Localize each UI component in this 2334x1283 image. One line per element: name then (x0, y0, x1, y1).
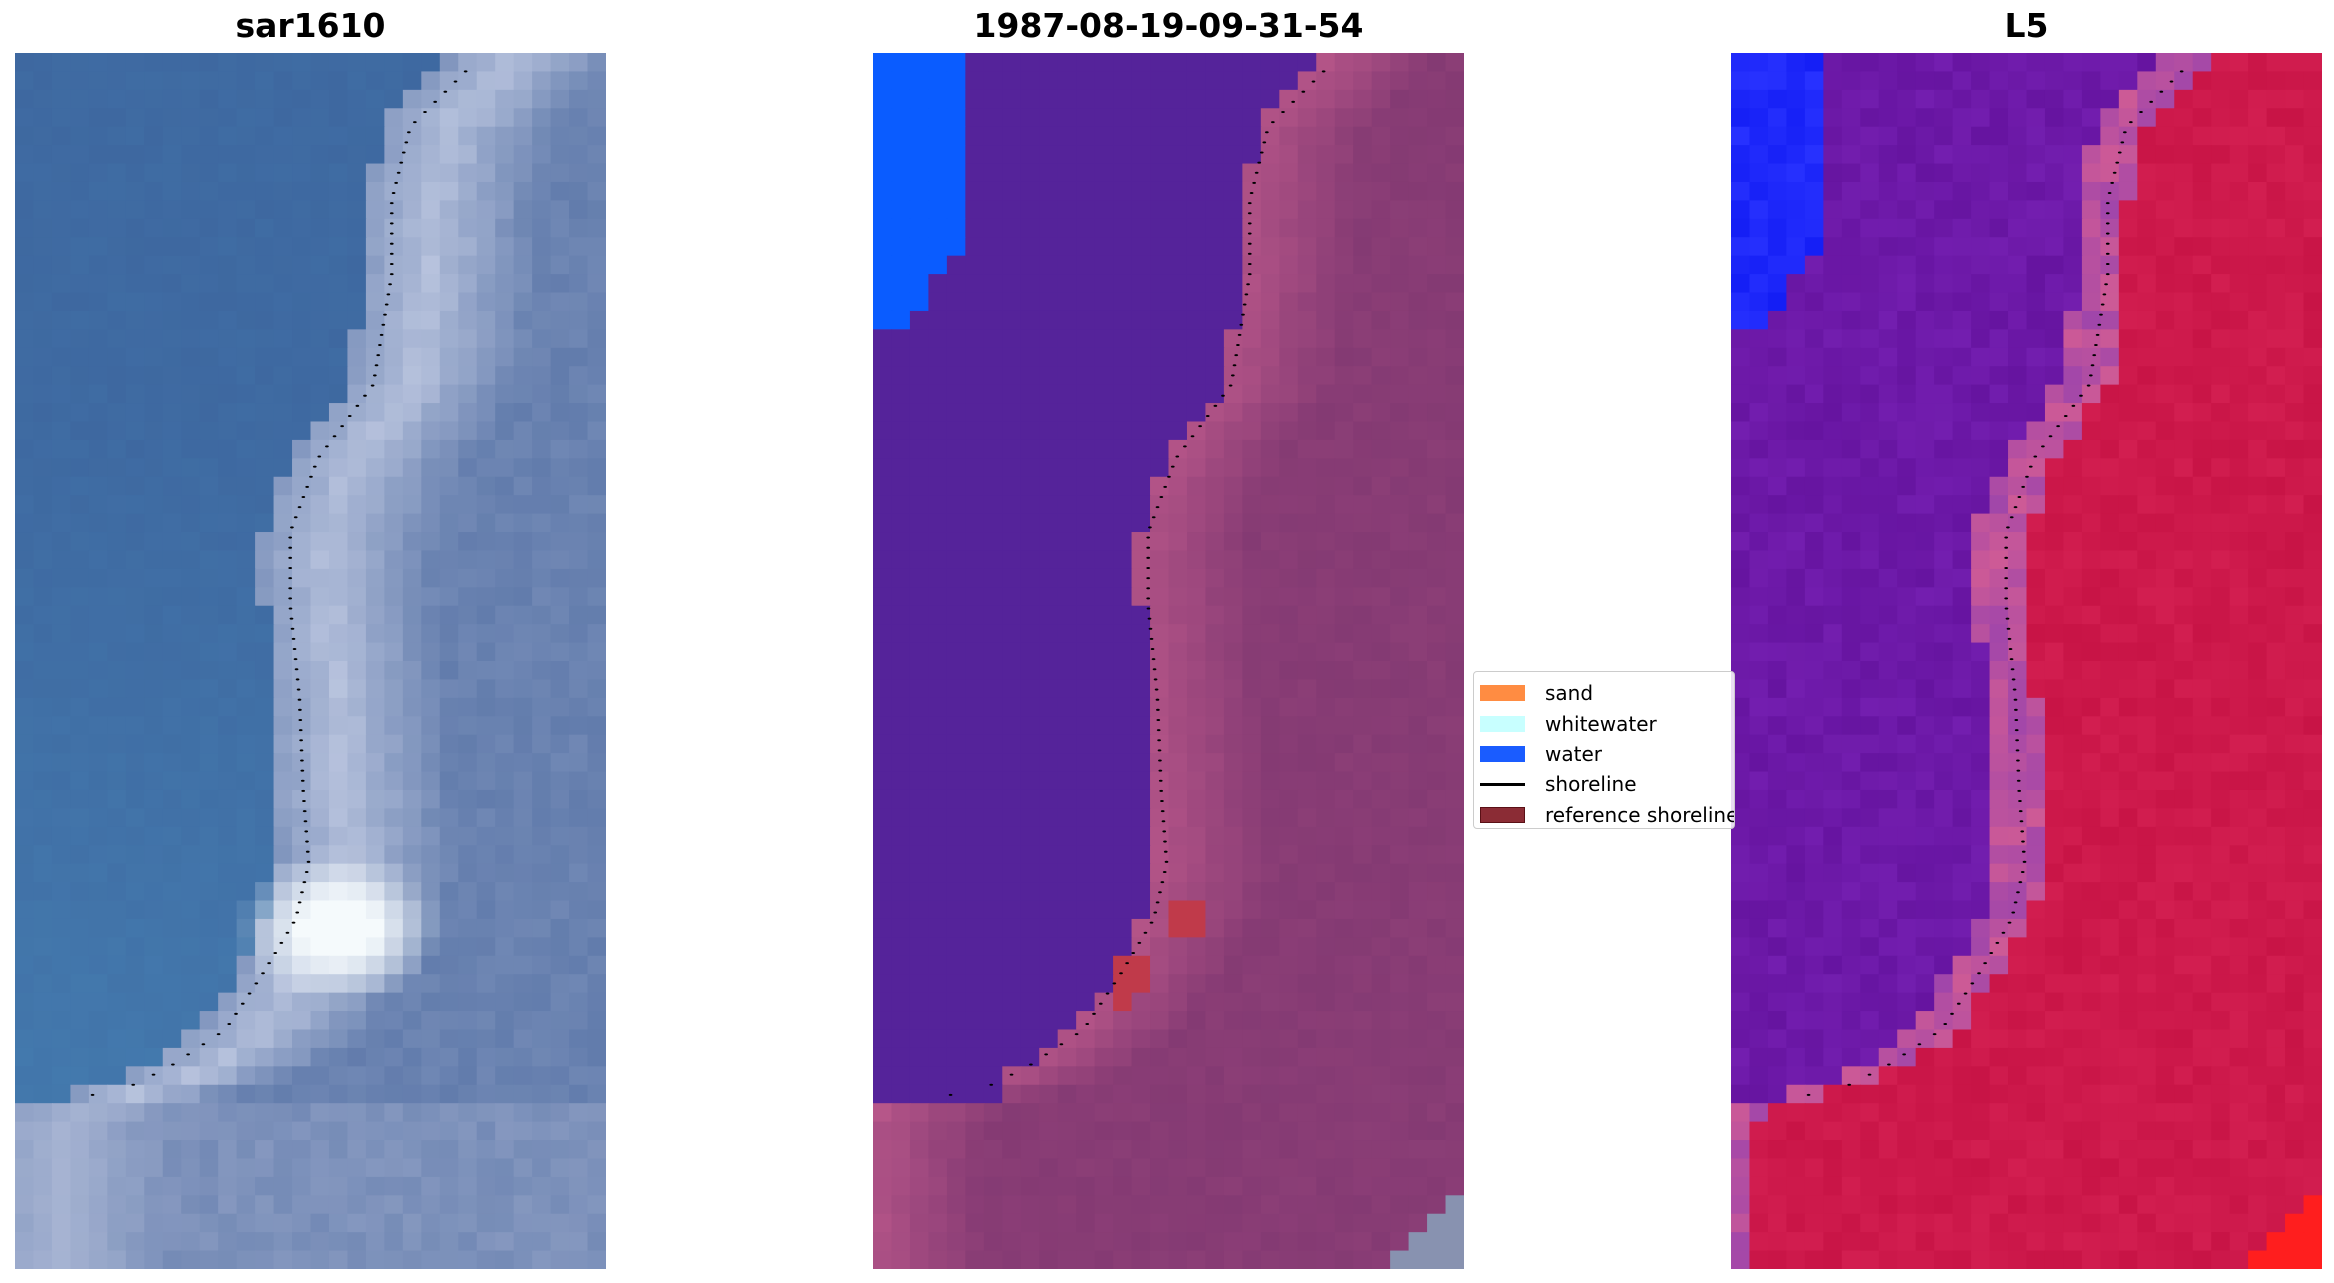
legend-swatch-water (1480, 745, 1525, 762)
panel-rgb-image (15, 53, 606, 1269)
shoreline-classified (948, 70, 1326, 1096)
shoreline-rgb (90, 70, 468, 1096)
legend-label-sand: sand (1545, 681, 1594, 706)
panel-title-classified: 1987-08-19-09-31-54 (973, 6, 1364, 45)
legend-label-reference-shoreline: reference shoreline (1545, 802, 1735, 827)
rgb-image (15, 53, 606, 1269)
legend-label-whitewater: whitewater (1545, 711, 1657, 736)
mndwi-image (1731, 53, 2322, 1269)
shoreline-mndwi (1806, 70, 2184, 1096)
legend-swatch-sand (1480, 685, 1525, 702)
panel-classified-image (873, 53, 1464, 1269)
legend-item-whitewater: whitewater (1480, 708, 1734, 738)
panel-mndwi-image (1731, 53, 2322, 1269)
legend-label-shoreline: shoreline (1545, 772, 1637, 797)
classified-image (873, 53, 1464, 1269)
legend-item-reference-shoreline: reference shoreline (1480, 800, 1735, 828)
panel-title-mndwi: L5 (2004, 6, 2049, 45)
legend-item-shoreline: shoreline (1480, 769, 1734, 799)
legend-item-water: water (1480, 739, 1734, 769)
legend-swatch-whitewater (1480, 715, 1525, 732)
panel-title-rgb: sar1610 (235, 6, 386, 45)
legend-swatch-shoreline (1480, 782, 1525, 786)
legend-item-sand: sand (1480, 678, 1734, 708)
legend-label-water: water (1545, 741, 1602, 766)
legend: sand whitewater water shoreline referenc… (1473, 671, 1735, 829)
legend-swatch-reference-shoreline (1480, 806, 1525, 823)
